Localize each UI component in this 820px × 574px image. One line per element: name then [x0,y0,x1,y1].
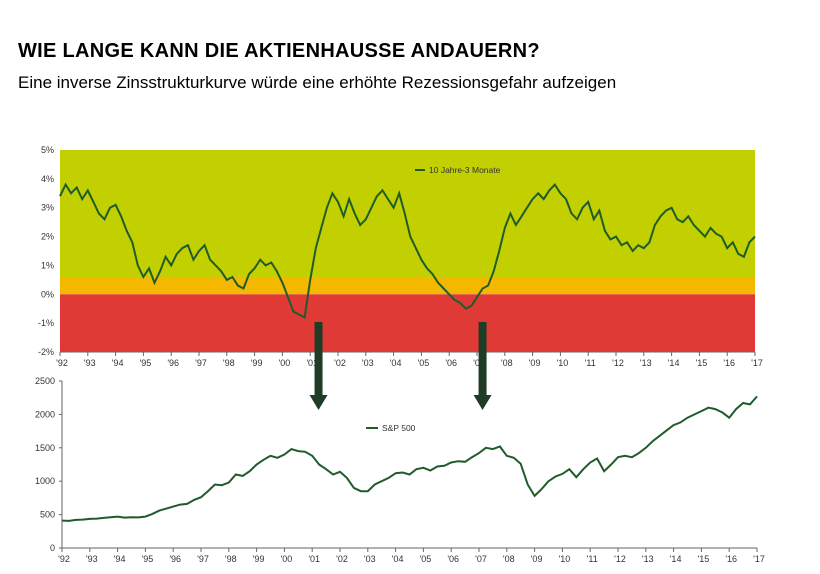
top-x-tick-label: '16 [723,358,735,368]
sp500-line [61,395,758,522]
bottom-y-tick-label: 1000 [35,476,55,486]
bottom-x-tick-label: '97 [197,554,209,564]
arrow-2001 [309,322,328,410]
top-x-tick-label: '06 [445,358,457,368]
bottom-x-tick-label: '10 [559,554,571,564]
top-y-tick-label: -2% [38,347,54,357]
bottom-y-tick-label: 2000 [35,409,55,419]
bottom-x-tick-label: '96 [169,554,181,564]
top-legend-label: 10 Jahre-3 Monate [429,165,501,175]
bottom-x-axis: '92 '93 '94 '95 '96 '97 '98 '99 '00 '01 '02 '03 '04 '… [58,548,765,564]
bottom-legend: S&P 500 [366,423,416,433]
bottom-x-tick-label: '00 [281,554,293,564]
top-y-tick-label: -1% [38,318,54,328]
bottom-x-tick-label: '15 [698,554,710,564]
top-x-tick-label: '17 [751,358,763,368]
bottom-y-tick-label: 500 [40,510,55,520]
recession-arrows [309,322,492,410]
top-x-tick-label: '15 [696,358,708,368]
arrow-shaft [314,322,323,396]
top-x-tick-label: '96 [167,358,179,368]
top-legend: 10 Jahre-3 Monate [415,165,501,175]
zone-red [60,294,755,352]
bottom-x-tick-label: '04 [392,554,404,564]
top-x-axis: '92 '93 '94 '95 '96 '97 '98 '99 '00 '01 '02 '03 '04 '… [56,352,763,368]
top-x-tick-label: '99 [251,358,263,368]
top-x-tick-label: '04 [390,358,402,368]
bottom-y-tick-label: 2500 [35,376,55,386]
top-y-tick-label: 0% [41,289,54,299]
bottom-x-tick-label: '09 [531,554,543,564]
bottom-x-tick-label: '06 [447,554,459,564]
top-x-tick-label: '01 [306,358,318,368]
bottom-x-tick-label: '92 [58,554,70,564]
bottom-y-tick-label: 0 [50,543,55,553]
bottom-x-tick-label: '11 [587,554,598,564]
bottom-x-tick-label: '05 [420,554,432,564]
bottom-x-tick-label: '98 [225,554,237,564]
top-x-tick-label: '93 [84,358,96,368]
bottom-x-tick-label: '01 [308,554,320,564]
bottom-x-tick-label: '17 [753,554,765,564]
bottom-x-tick-label: '94 [114,554,126,564]
top-x-tick-label: '12 [612,358,624,368]
zone-orange [60,276,755,295]
top-x-tick-label: '11 [585,358,596,368]
bottom-x-tick-label: '07 [475,554,487,564]
top-x-tick-label: '02 [334,358,346,368]
chart-subtitle: Eine inverse Zinsstrukturkurve würde ein… [18,73,617,92]
bottom-x-tick-label: '93 [86,554,98,564]
bottom-x-tick-label: '13 [642,554,654,564]
arrow-head [309,395,328,410]
bottom-legend-label: S&P 500 [382,423,416,433]
arrow-shaft [478,322,487,396]
arrow-2007 [473,322,492,410]
bottom-x-tick-label: '99 [253,554,265,564]
top-y-tick-label: 1% [41,260,54,270]
top-x-tick-label: '98 [223,358,235,368]
top-x-tick-label: '94 [112,358,124,368]
bottom-y-axis: 2500 2000 1500 1000 500 0 [35,376,62,553]
bottom-x-tick-label: '02 [336,554,348,564]
top-x-tick-label: '08 [501,358,513,368]
top-x-tick-label: '03 [362,358,374,368]
bottom-x-tick-label: '03 [364,554,376,564]
top-y-tick-label: 4% [41,174,54,184]
top-x-tick-label: '95 [140,358,152,368]
top-x-tick-label: '14 [668,358,680,368]
bottom-x-tick-label: '12 [614,554,626,564]
top-x-tick-label: '13 [640,358,652,368]
yield-spread-line [59,182,756,319]
bottom-x-tick-label: '95 [142,554,154,564]
top-y-tick-label: 2% [41,232,54,242]
top-y-axis: 5% 4% 3% 2% 1% 0% -1% -2% [38,145,54,357]
risk-zones [60,150,755,352]
chart-title: WIE LANGE KANN DIE AKTIENHAUSSE ANDAUERN… [18,40,540,62]
top-x-tick-label: '92 [56,358,68,368]
bottom-x-tick-label: '08 [503,554,515,564]
arrow-head [473,395,492,410]
top-x-tick-label: '10 [557,358,569,368]
top-y-tick-label: 5% [41,145,54,155]
top-x-tick-label: '00 [279,358,291,368]
top-x-tick-label: '05 [418,358,430,368]
top-x-tick-label: '09 [529,358,541,368]
bottom-y-tick-label: 1500 [35,443,55,453]
top-y-tick-label: 3% [41,203,54,213]
top-x-tick-label: '97 [195,358,207,368]
bottom-x-tick-label: '16 [725,554,737,564]
bottom-x-tick-label: '14 [670,554,682,564]
